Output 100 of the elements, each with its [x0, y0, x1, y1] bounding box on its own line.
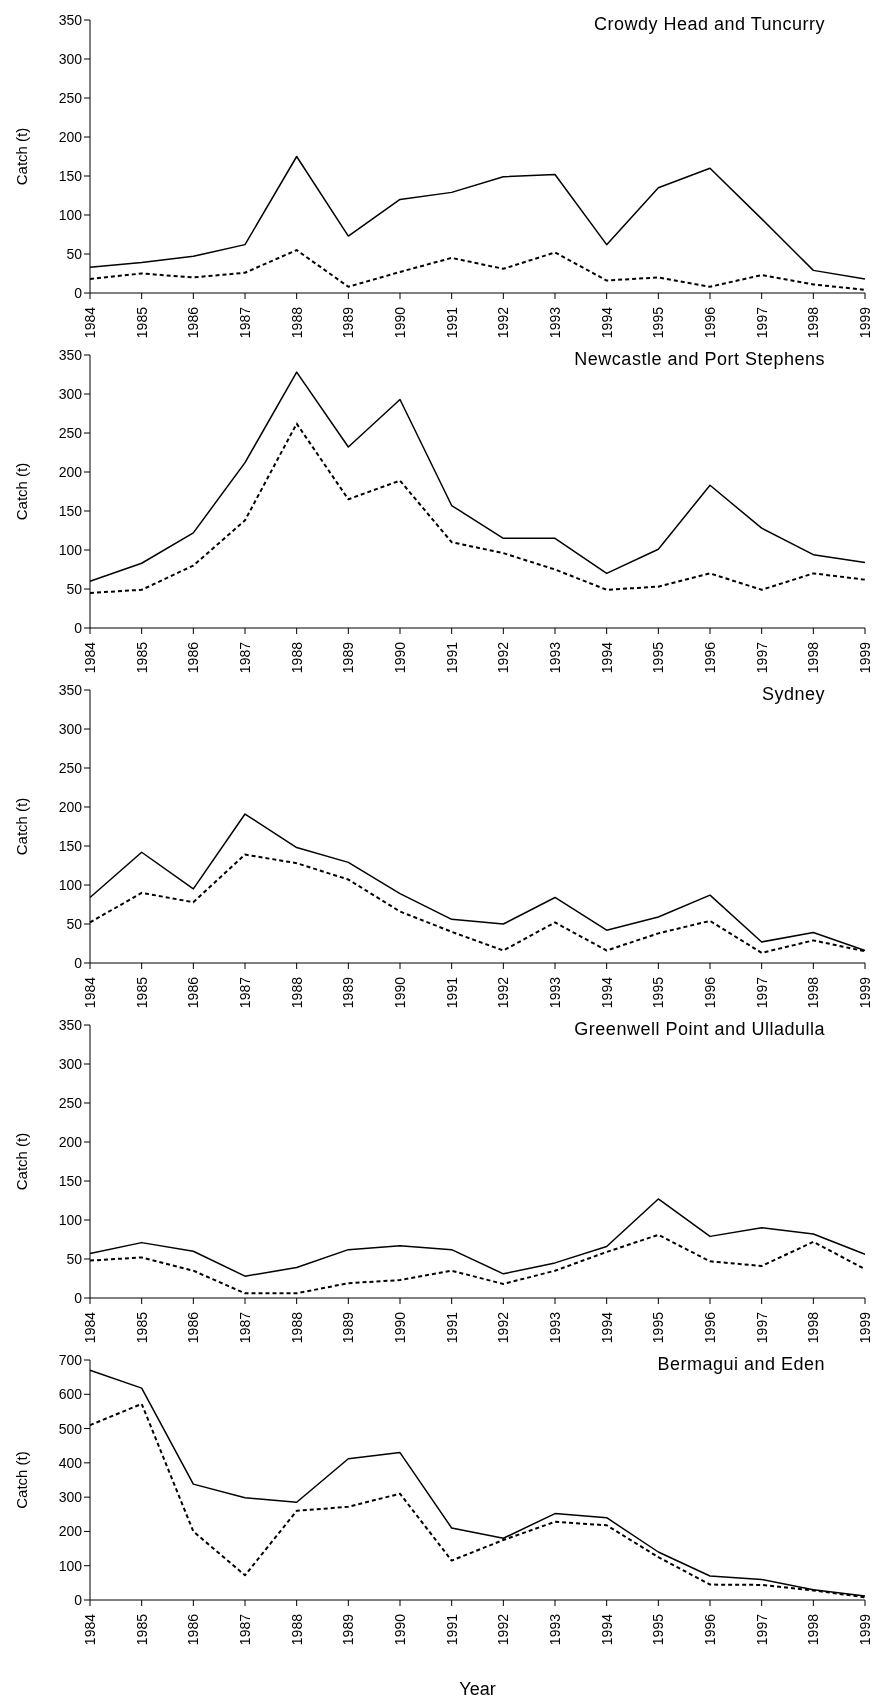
x-tick-label: 1997 — [753, 641, 770, 674]
x-tick-label: 1998 — [805, 641, 822, 674]
x-tick-label: 1993 — [547, 1613, 563, 1646]
y-tick-label: 200 — [58, 798, 83, 815]
y-axis-title: Catch (t) — [13, 1132, 31, 1191]
x-tick-label: 1984 — [82, 1311, 98, 1344]
y-tick-label: 350 — [58, 1016, 83, 1033]
x-tick-label: 1994 — [598, 641, 615, 674]
x-tick-label: 1995 — [650, 641, 667, 674]
x-tick-label: 1996 — [702, 641, 718, 674]
y-tick-label: 600 — [58, 1386, 83, 1403]
y-axis-title: Catch (t) — [13, 127, 31, 186]
y-tick-label: 300 — [58, 1055, 83, 1072]
x-tick-label: 1999 — [857, 306, 873, 339]
x-tick-label: 1987 — [237, 1613, 253, 1646]
x-tick-label: 1987 — [237, 306, 253, 339]
x-tick-label: 1989 — [340, 1613, 357, 1646]
x-tick-label: 1993 — [547, 1311, 563, 1344]
x-tick-label: 1992 — [495, 1613, 512, 1646]
y-tick-label: 150 — [58, 1172, 83, 1189]
x-tick-label: 1988 — [288, 976, 305, 1009]
y-tick-label: 0 — [74, 1289, 83, 1306]
x-tick-label: 1998 — [805, 306, 822, 339]
x-tick-label: 1985 — [133, 641, 150, 674]
y-tick-label: 50 — [66, 1250, 83, 1267]
x-tick-label: 1985 — [133, 1613, 150, 1646]
y-tick-label: 150 — [58, 837, 83, 854]
y-tick-label: 250 — [58, 759, 83, 776]
x-tick-label: 1994 — [598, 976, 615, 1009]
x-tick-label: 1994 — [598, 1311, 615, 1344]
x-tick-label: 1992 — [495, 641, 512, 674]
x-tick-label: 1986 — [185, 306, 202, 339]
x-tick-label: 1999 — [857, 1311, 873, 1344]
x-tick-label: 1993 — [547, 306, 563, 339]
x-tick-label: 1986 — [185, 1613, 202, 1646]
x-tick-label: 1995 — [650, 976, 667, 1009]
y-axis-title: Catch (t) — [13, 797, 31, 856]
x-tick-label: 1988 — [288, 306, 305, 339]
x-tick-label: 1989 — [340, 641, 357, 674]
x-tick-label: 1989 — [340, 976, 357, 1009]
x-tick-label: 1993 — [547, 976, 563, 1009]
y-tick-label: 0 — [74, 619, 83, 636]
x-tick-label: 1996 — [702, 1311, 718, 1344]
x-tick-label: 1984 — [82, 976, 98, 1009]
x-tick-label: 1997 — [753, 306, 770, 339]
y-tick-label: 350 — [58, 681, 83, 698]
x-tick-label: 1989 — [340, 1311, 357, 1344]
x-tick-label: 1984 — [82, 1613, 98, 1646]
y-tick-label: 100 — [58, 206, 83, 223]
x-tick-label: 1991 — [443, 1311, 460, 1344]
y-tick-label: 350 — [58, 346, 83, 363]
x-tick-label: 1992 — [495, 976, 512, 1009]
x-tick-label: 1999 — [857, 1613, 873, 1646]
x-tick-label: 1996 — [702, 1613, 718, 1646]
x-tick-label: 1985 — [133, 1311, 150, 1344]
y-tick-label: 150 — [58, 502, 83, 519]
y-tick-label: 150 — [58, 167, 83, 184]
x-tick-label: 1987 — [237, 641, 253, 674]
x-tick-label: 1991 — [443, 976, 460, 1009]
x-tick-label: 1984 — [82, 306, 98, 339]
x-tick-label: 1988 — [288, 1311, 305, 1344]
x-tick-label: 1991 — [443, 306, 460, 339]
x-tick-label: 1995 — [650, 1311, 667, 1344]
y-tick-label: 400 — [58, 1454, 83, 1471]
x-tick-label: 1986 — [185, 641, 202, 674]
x-tick-label: 1990 — [392, 641, 408, 674]
y-tick-label: 250 — [58, 89, 83, 106]
x-tick-label: 1984 — [82, 641, 98, 674]
y-tick-label: 50 — [66, 915, 83, 932]
y-tick-label: 200 — [58, 1133, 83, 1150]
y-tick-label: 50 — [66, 580, 83, 597]
x-tick-label: 1998 — [805, 1311, 822, 1344]
y-tick-label: 0 — [74, 954, 83, 971]
x-tick-label: 1987 — [237, 1311, 253, 1344]
x-tick-label: 1986 — [185, 1311, 202, 1344]
x-tick-label: 1988 — [288, 1613, 305, 1646]
x-tick-label: 1995 — [650, 306, 667, 339]
x-tick-label: 1993 — [547, 641, 563, 674]
x-tick-label: 1987 — [237, 976, 253, 1009]
x-tick-label: 1999 — [857, 641, 873, 674]
y-tick-label: 250 — [58, 424, 83, 441]
x-tick-label: 1995 — [650, 1613, 667, 1646]
y-tick-label: 100 — [58, 1211, 83, 1228]
y-tick-label: 250 — [58, 1094, 83, 1111]
x-tick-label: 1990 — [392, 976, 408, 1009]
x-tick-label: 1991 — [443, 641, 460, 674]
x-tick-label: 1985 — [133, 976, 150, 1009]
x-axis-title: Year — [459, 1679, 496, 1695]
y-tick-label: 0 — [74, 284, 83, 301]
x-tick-label: 1997 — [753, 976, 770, 1009]
y-tick-label: 300 — [58, 1489, 83, 1506]
chart-title: Newcastle and Port Stephens — [574, 349, 825, 370]
y-axis-title: Catch (t) — [13, 462, 31, 521]
y-tick-label: 200 — [58, 128, 83, 145]
x-tick-label: 1992 — [495, 1311, 512, 1344]
y-tick-label: 100 — [58, 1557, 83, 1574]
y-tick-label: 100 — [58, 541, 83, 558]
x-tick-label: 1997 — [753, 1311, 770, 1344]
x-tick-label: 1997 — [753, 1613, 770, 1646]
y-tick-label: 500 — [58, 1420, 83, 1437]
